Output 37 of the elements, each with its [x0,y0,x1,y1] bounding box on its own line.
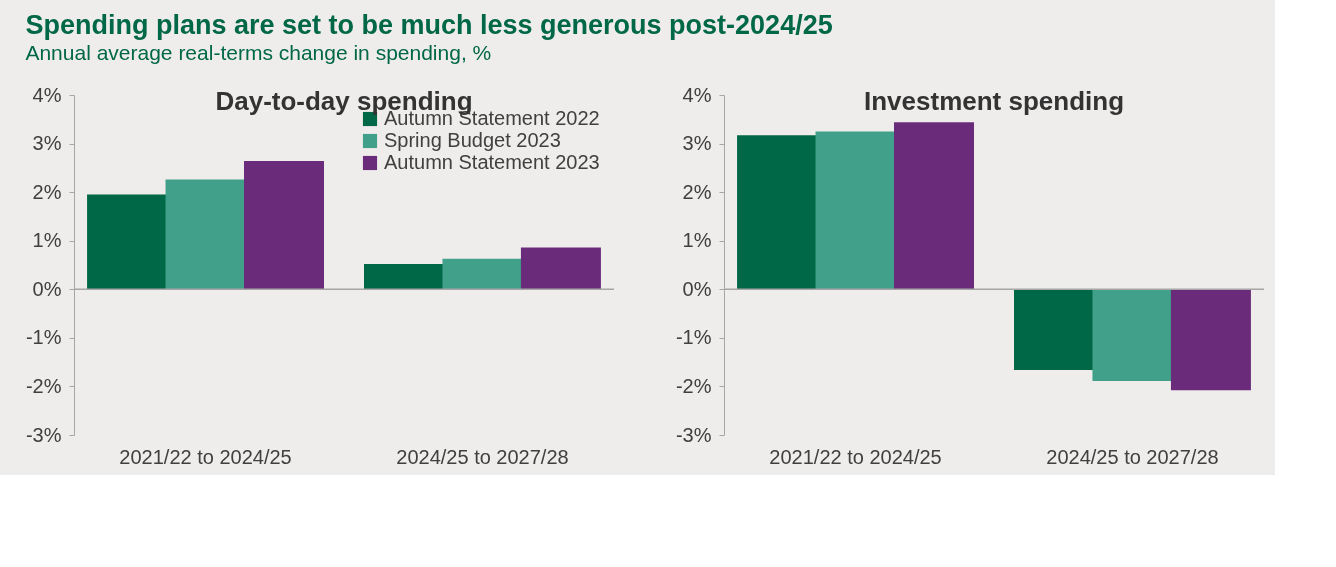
y-tick-label: 2% [682,180,712,203]
y-tick-label: -3% [25,423,62,446]
bar [87,194,168,290]
y-tick-label: 2% [32,180,62,203]
bar [1014,289,1094,370]
y-tick-label: 0% [32,277,62,300]
y-tick-label: 4% [32,83,62,106]
bar [1170,289,1251,391]
y-tick-label: 1% [682,229,712,252]
y-tick-label: -2% [675,374,712,397]
y-tick-label: 4% [682,83,712,106]
chart-title: Investment spending [863,86,1125,116]
bar [815,131,896,290]
bar [1092,289,1173,382]
bar [520,247,601,290]
y-tick-label: -3% [675,423,712,446]
bar [165,179,246,290]
bar [894,122,974,290]
bar [244,161,324,290]
legend-label: Spring Budget 2023 [384,129,561,151]
bar [442,258,523,290]
y-tick-label: 1% [32,229,62,252]
y-tick-label: -1% [675,326,712,349]
y-tick-label: 3% [32,132,62,155]
y-tick-label: -1% [25,326,62,349]
x-tick-label: 2024/25 to 2027/28 [1046,445,1219,468]
y-tick-label: 0% [682,277,712,300]
bar [364,264,444,290]
legend-label: Autumn Statement 2023 [384,151,600,173]
y-tick-label: 3% [682,132,712,155]
x-tick-label: 2021/22 to 2024/25 [769,445,942,468]
x-tick-label: 2021/22 to 2024/25 [119,445,292,468]
x-tick-label: 2024/25 to 2027/28 [396,445,569,468]
text: Annual average real-terms change in spending, % [25,41,492,64]
bar [737,135,818,290]
text: Spending plans are set to be much less generous post-2024/25 [25,10,833,40]
y-tick-label: -2% [25,374,62,397]
